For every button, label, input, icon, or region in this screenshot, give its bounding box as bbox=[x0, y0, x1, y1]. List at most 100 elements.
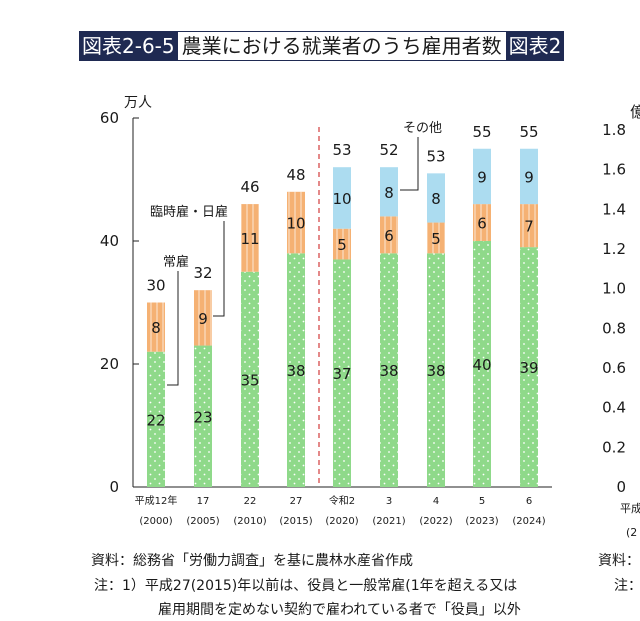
data-label: 40 bbox=[472, 356, 491, 374]
right-chart-y-tick-label: 0 bbox=[616, 478, 626, 496]
total-label: 30 bbox=[146, 277, 165, 295]
data-label: 6 bbox=[384, 227, 394, 245]
note-line-1: 注：1）平成27(2015)年以前は、役員と一般常雇(1年を超える又は bbox=[94, 578, 518, 594]
bar-temporary-pattern bbox=[520, 204, 538, 248]
x-tick-label: 3 bbox=[386, 496, 392, 507]
y-tick-label: 40 bbox=[100, 232, 119, 250]
data-label: 9 bbox=[198, 310, 208, 328]
right-chart-y-tick-label: 0.2 bbox=[602, 438, 626, 456]
bar-temporary-pattern bbox=[333, 228, 351, 260]
figure-title: 図表2-6-5 農業における就業者のうち雇用者数 図表2 bbox=[79, 31, 565, 61]
right-chart-y-tick-label: 1.4 bbox=[602, 200, 626, 218]
note-line-2: 雇用期間を定めない契約で雇われている者で「役員」以外 bbox=[158, 602, 521, 618]
total-label: 52 bbox=[379, 141, 398, 159]
x-tick-year: (2010) bbox=[233, 516, 266, 527]
x-tick-label: 4 bbox=[433, 496, 439, 507]
total-label: 46 bbox=[240, 178, 259, 196]
data-label: 6 bbox=[477, 215, 487, 233]
bar-regular-pattern bbox=[194, 345, 212, 487]
annotation-other-leader bbox=[400, 137, 419, 191]
data-label: 38 bbox=[286, 362, 305, 380]
annotation-other: その他 bbox=[403, 121, 442, 136]
y-tick-label: 20 bbox=[100, 355, 119, 373]
bar-temporary-pattern bbox=[194, 290, 212, 346]
y-tick-label: 0 bbox=[109, 478, 119, 496]
annotation-regular-leader bbox=[167, 271, 179, 386]
data-label: 10 bbox=[286, 215, 305, 233]
bar-other bbox=[333, 167, 351, 229]
right-chart-y-tick-label: 1.6 bbox=[602, 161, 626, 179]
bar-other bbox=[473, 148, 491, 205]
bar-temporary-pattern bbox=[287, 191, 305, 254]
annotation-temporary: 臨時雇・日雇 bbox=[150, 204, 228, 220]
data-label: 23 bbox=[193, 408, 212, 426]
right-source-fragment: 資料： bbox=[598, 553, 640, 569]
figure-number: 図表2-6-5 bbox=[79, 31, 178, 61]
bar-temporary-pattern bbox=[241, 204, 259, 272]
right-chart-y-tick-label: 0.4 bbox=[602, 399, 626, 417]
x-tick-year: (2015) bbox=[279, 516, 312, 527]
data-label: 22 bbox=[146, 411, 165, 429]
bar-regular-pattern bbox=[427, 253, 445, 487]
figure-title-text: 農業における就業者のうち雇用者数 bbox=[177, 31, 506, 61]
data-label: 11 bbox=[240, 230, 259, 248]
x-tick-label: 17 bbox=[197, 496, 210, 507]
x-tick-year: (2005) bbox=[186, 516, 219, 527]
x-tick-year: (2000) bbox=[139, 516, 172, 527]
x-tick-label: 22 bbox=[244, 496, 257, 507]
right-chart-y-tick-label: 1.8 bbox=[602, 121, 626, 139]
data-label: 7 bbox=[524, 218, 534, 236]
x-tick-label: 27 bbox=[290, 496, 303, 507]
total-label: 55 bbox=[519, 123, 538, 141]
bar-regular-pattern bbox=[147, 351, 165, 487]
x-tick-label: 5 bbox=[479, 496, 485, 507]
bar-regular-pattern bbox=[520, 247, 538, 487]
total-label: 55 bbox=[472, 123, 491, 141]
x-tick-label: 平成12年 bbox=[135, 494, 178, 507]
bar-regular-pattern bbox=[473, 241, 491, 487]
bar-temporary-pattern bbox=[380, 216, 398, 254]
data-label: 9 bbox=[524, 168, 534, 186]
x-tick-year: (2024) bbox=[512, 516, 545, 527]
right-note-fragment: 注： bbox=[614, 578, 640, 594]
data-label: 38 bbox=[426, 362, 445, 380]
data-label: 8 bbox=[151, 319, 161, 337]
next-figure-number: 図表2 bbox=[505, 31, 565, 61]
bar-other bbox=[520, 148, 538, 205]
right-chart-unit-fragment: 億 bbox=[630, 103, 640, 121]
x-tick-year: (2020) bbox=[325, 516, 358, 527]
x-tick-label: 令和2 bbox=[329, 494, 355, 507]
x-tick-year: (2021) bbox=[372, 516, 405, 527]
data-label: 38 bbox=[379, 362, 398, 380]
data-label: 8 bbox=[384, 184, 394, 202]
source-note: 資料：総務省「労働力調査」を基に農林水産省作成 bbox=[91, 553, 413, 569]
x-tick-label: 6 bbox=[526, 496, 532, 507]
data-label: 37 bbox=[332, 365, 351, 383]
bar-regular-pattern bbox=[333, 259, 351, 487]
data-label: 35 bbox=[240, 371, 259, 389]
bar-temporary-pattern bbox=[147, 302, 165, 352]
bar-regular-pattern bbox=[380, 253, 398, 487]
bar-other bbox=[427, 173, 445, 223]
data-label: 5 bbox=[337, 236, 347, 254]
data-label: 5 bbox=[431, 230, 441, 248]
bar-regular-pattern bbox=[287, 253, 305, 487]
total-label: 53 bbox=[426, 147, 445, 165]
right-chart-y-tick-label: 1.2 bbox=[602, 240, 626, 258]
bar-other bbox=[380, 167, 398, 217]
annotation-temporary-leader bbox=[213, 221, 225, 317]
right-chart-y-tick-label: 0.6 bbox=[602, 359, 626, 377]
right-chart-x-year-fragment: (2 bbox=[626, 526, 637, 539]
x-tick-year: (2023) bbox=[465, 516, 498, 527]
y-axis-unit: 万人 bbox=[124, 95, 152, 111]
right-chart-y-tick-label: 1.0 bbox=[602, 280, 626, 298]
y-tick-label: 60 bbox=[100, 109, 119, 127]
data-label: 9 bbox=[477, 168, 487, 186]
right-chart-x-label-fragment: 平成 bbox=[620, 502, 640, 515]
bar-temporary-pattern bbox=[473, 204, 491, 241]
right-chart-y-tick-label: 0.8 bbox=[602, 319, 626, 337]
bar-temporary-pattern bbox=[427, 222, 445, 254]
x-tick-year: (2022) bbox=[419, 516, 452, 527]
data-label: 10 bbox=[332, 190, 351, 208]
data-label: 39 bbox=[519, 359, 538, 377]
